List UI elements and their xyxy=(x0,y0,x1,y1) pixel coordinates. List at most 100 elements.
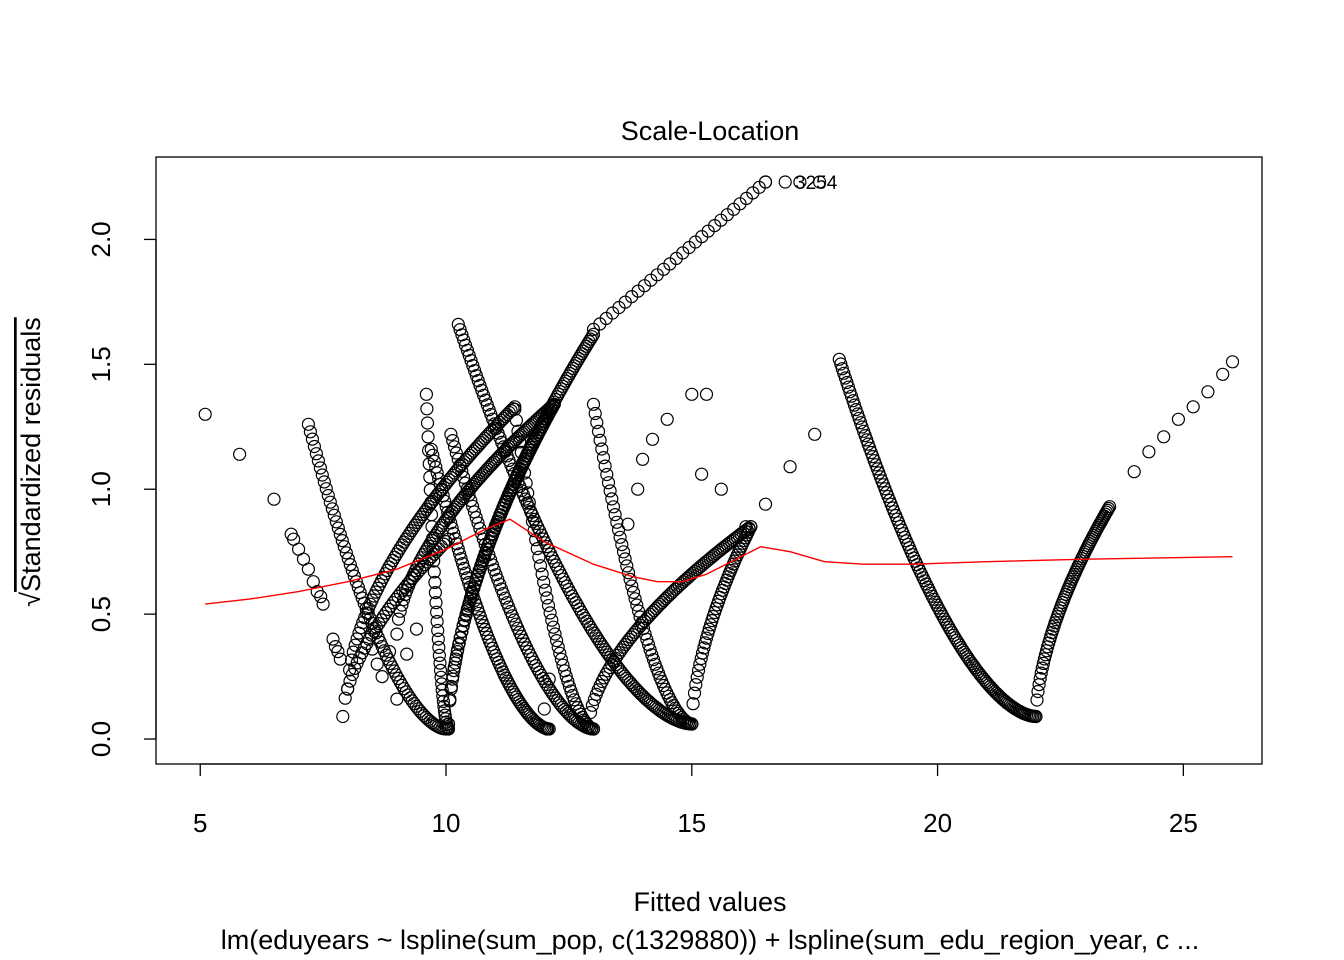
data-point xyxy=(301,417,315,431)
data-point xyxy=(694,467,709,481)
model-formula-subtitle: lm(eduyears ~ lspline(sum_pop, c(1329880… xyxy=(221,925,1200,955)
data-point xyxy=(1031,684,1045,699)
data-point xyxy=(374,613,388,627)
data-point xyxy=(1033,671,1047,686)
data-point xyxy=(551,640,565,654)
data-point xyxy=(443,507,457,521)
data-point xyxy=(620,559,634,573)
data-point xyxy=(616,545,631,559)
data-point xyxy=(305,432,319,446)
data-point xyxy=(393,604,407,618)
data-point xyxy=(445,504,459,519)
data-point xyxy=(441,717,456,731)
data-point xyxy=(601,664,615,678)
data-point xyxy=(400,647,414,661)
data-point xyxy=(625,579,639,593)
x-tick-label: 15 xyxy=(677,808,706,838)
data-point xyxy=(423,470,437,484)
data-point xyxy=(458,476,472,490)
data-point xyxy=(559,669,573,683)
y-axis-label-sqrt: √ xyxy=(16,592,46,607)
data-point xyxy=(549,633,564,648)
data-point xyxy=(601,476,616,490)
data-point xyxy=(444,679,458,694)
data-point xyxy=(660,412,674,426)
data-point xyxy=(628,592,642,606)
data-point xyxy=(615,537,629,552)
data-point xyxy=(565,589,579,603)
data-point xyxy=(233,447,247,461)
data-point xyxy=(519,476,533,490)
data-point xyxy=(331,644,345,659)
data-point xyxy=(449,652,463,666)
data-point xyxy=(519,449,533,463)
data-point xyxy=(758,175,773,189)
data-point xyxy=(311,454,325,468)
data-point xyxy=(697,641,711,655)
data-point xyxy=(452,637,466,652)
data-point xyxy=(428,575,442,590)
data-point xyxy=(1038,648,1053,662)
data-point xyxy=(543,606,557,620)
data-point xyxy=(714,482,728,496)
data-point xyxy=(440,511,454,525)
data-point xyxy=(641,637,656,652)
data-point xyxy=(449,446,463,460)
data-point xyxy=(457,470,471,484)
x-tick-label: 25 xyxy=(1169,808,1198,838)
data-point xyxy=(313,461,327,475)
data-point xyxy=(487,455,501,469)
data-point xyxy=(376,570,390,584)
data-point xyxy=(430,605,444,619)
data-point xyxy=(581,719,596,734)
data-point xyxy=(548,627,562,641)
data-point xyxy=(1035,661,1049,675)
data-point xyxy=(333,652,347,666)
data-point xyxy=(339,546,353,560)
data-point xyxy=(511,424,525,438)
data-point xyxy=(960,650,974,664)
data-point xyxy=(516,456,530,470)
data-point xyxy=(699,387,714,401)
data-point xyxy=(1100,503,1115,517)
data-point xyxy=(631,604,646,618)
data-point xyxy=(409,622,424,636)
data-point xyxy=(626,585,641,600)
data-point xyxy=(384,557,398,571)
data-point xyxy=(434,670,448,684)
data-point xyxy=(537,702,551,716)
data-point xyxy=(485,457,499,471)
data-point xyxy=(533,559,548,573)
data-point xyxy=(329,515,343,529)
data-point xyxy=(395,678,409,693)
data-point xyxy=(514,445,528,459)
data-point xyxy=(537,575,551,589)
data-point xyxy=(391,671,405,686)
data-point xyxy=(303,425,317,439)
data-point xyxy=(590,415,604,430)
data-points xyxy=(198,175,1240,736)
data-point xyxy=(390,692,404,706)
data-point xyxy=(611,523,626,537)
data-point xyxy=(428,585,442,600)
data-point xyxy=(337,540,351,554)
data-point xyxy=(397,682,411,696)
data-point xyxy=(348,638,362,652)
data-point xyxy=(1127,465,1141,479)
data-point xyxy=(1036,656,1051,671)
data-point xyxy=(432,640,446,655)
data-point xyxy=(778,175,792,189)
x-axis: 5 10 15 20 25 xyxy=(193,763,1198,838)
data-point xyxy=(325,502,339,516)
data-point xyxy=(635,452,650,466)
data-point xyxy=(812,175,827,189)
data-point xyxy=(450,537,464,551)
data-point xyxy=(314,589,328,604)
data-point xyxy=(553,646,567,660)
data-point xyxy=(433,663,448,678)
data-point xyxy=(540,591,554,605)
data-point xyxy=(317,475,331,489)
y-tick-label: 1.5 xyxy=(86,346,116,382)
data-point xyxy=(379,606,393,620)
